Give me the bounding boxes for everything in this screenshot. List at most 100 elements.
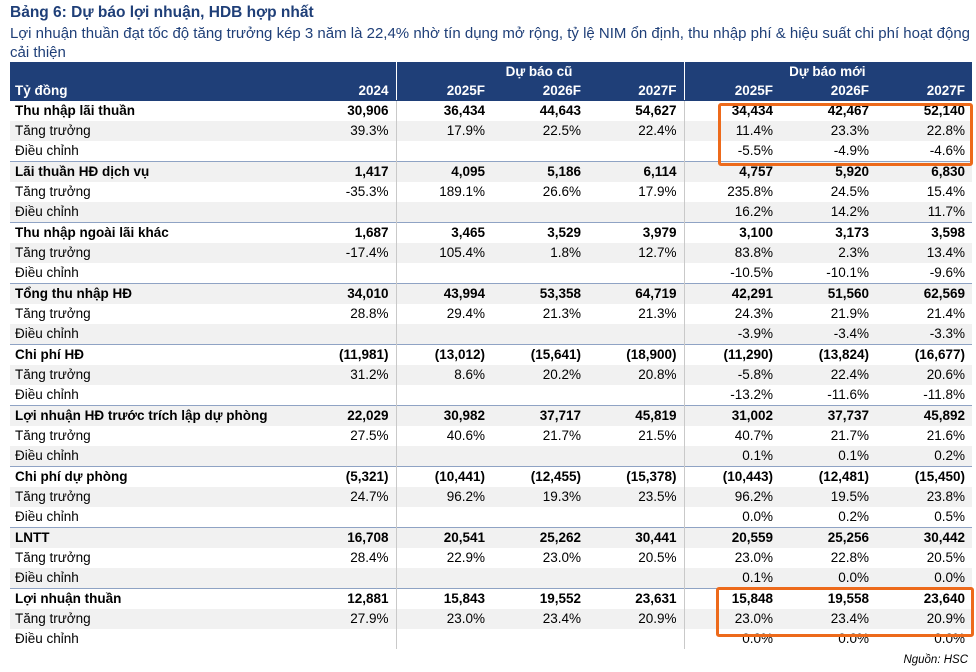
table-cell: 27.5% — [300, 426, 396, 446]
table-cell — [492, 263, 588, 284]
table-cell: (13,012) — [395, 344, 492, 365]
table-cell: 3,173 — [780, 222, 877, 243]
source-note: Nguồn: HSC — [903, 654, 968, 666]
table-cell: 21.3% — [588, 304, 685, 324]
table-cell: -3.3% — [876, 324, 973, 345]
table-cell: 39.3% — [300, 121, 396, 141]
table-cell — [492, 141, 588, 162]
table-cell — [300, 202, 396, 223]
table-cell: 34,434 — [683, 100, 781, 121]
row-label: Lợi nhuận thuần — [10, 588, 300, 609]
table-cell: 20.5% — [588, 548, 685, 568]
table-row-main: Lợi nhuận HĐ trước trích lập dự phòng 22,… — [10, 405, 973, 426]
table-row-main: Thu nhập lãi thuần 30,906 36,434 44,643 54,6… — [10, 100, 973, 121]
table-cell: 2.3% — [780, 243, 877, 263]
table-cell: (12,481) — [780, 466, 877, 487]
table-cell: 21.5% — [588, 426, 685, 446]
table-cell: 13.4% — [876, 243, 973, 263]
table-cell: 51,560 — [780, 283, 877, 304]
table-cell: (10,443) — [683, 466, 781, 487]
table-cell: -5.8% — [683, 365, 781, 385]
table-cell: 21.6% — [876, 426, 973, 446]
table-cell — [300, 568, 396, 589]
row-label: Thu nhập ngoài lãi khác — [10, 222, 300, 243]
table-cell — [300, 141, 396, 162]
table-cell: 23.0% — [683, 548, 781, 568]
table-cell: 3,465 — [395, 222, 492, 243]
table-cell: (15,641) — [492, 344, 588, 365]
table-cell: 23,631 — [588, 588, 685, 609]
header-group-new: Dự báo mới — [683, 62, 973, 82]
header-year: 2026F — [780, 82, 877, 101]
row-label: Điều chỉnh — [10, 263, 300, 284]
table-cell: 23.5% — [588, 487, 685, 507]
header-year: 2025F — [683, 82, 781, 101]
table-cell: -10.5% — [683, 263, 781, 284]
row-label: Điều chỉnh — [10, 141, 300, 162]
table-cell: 23.4% — [780, 609, 877, 629]
table-cell: 1,687 — [300, 222, 396, 243]
row-label: Tăng trưởng — [10, 609, 300, 629]
table-cell: -4.6% — [876, 141, 973, 162]
table-cell — [395, 141, 492, 162]
table-cell: 105.4% — [395, 243, 492, 263]
table-cell: 22.5% — [492, 121, 588, 141]
table-cell: 30,441 — [588, 527, 685, 548]
table-cell: 21.7% — [492, 426, 588, 446]
row-label: Tăng trưởng — [10, 548, 300, 568]
table-cell — [588, 263, 685, 284]
table-cell: 16,708 — [300, 527, 396, 548]
table-cell: (15,450) — [876, 466, 973, 487]
table-cell: 1.8% — [492, 243, 588, 263]
table-cell: 0.0% — [780, 568, 877, 589]
table-cell — [300, 385, 396, 406]
row-label: Tăng trưởng — [10, 365, 300, 385]
row-label: Điều chỉnh — [10, 202, 300, 223]
table-cell: 23.4% — [492, 609, 588, 629]
table-row-sub: Điều chỉnh 16.2% 14.2% 11.7% — [10, 202, 973, 223]
table-cell: 40.6% — [395, 426, 492, 446]
table-cell: 4,095 — [395, 161, 492, 182]
table-cell: 15,843 — [395, 588, 492, 609]
table-cell: 22.9% — [395, 548, 492, 568]
table-cell: 23,640 — [876, 588, 973, 609]
table-cell: 4,757 — [683, 161, 781, 182]
table-row-main: Tổng thu nhập HĐ 34,010 43,994 53,358 64,719… — [10, 283, 973, 304]
row-label: Tăng trưởng — [10, 426, 300, 446]
table-cell — [588, 202, 685, 223]
table-cell: 45,819 — [588, 405, 685, 426]
table-cell: 96.2% — [395, 487, 492, 507]
table-cell: -9.6% — [876, 263, 973, 284]
table-cell: 96.2% — [683, 487, 781, 507]
table-cell: 30,982 — [395, 405, 492, 426]
header-blank — [300, 62, 396, 82]
table-cell: 0.1% — [683, 568, 781, 589]
table-cell — [588, 385, 685, 406]
table-cell: 45,892 — [876, 405, 973, 426]
table-cell: 3,100 — [683, 222, 781, 243]
table-row-sub: Điều chỉnh -5.5% -4.9% -4.6% — [10, 141, 973, 162]
table-cell: 20.6% — [876, 365, 973, 385]
table-row-sub: Tăng trưởng 28.4% 22.9% 23.0% 20.5% 23.0% 22.8… — [10, 548, 973, 568]
table-cell — [395, 202, 492, 223]
row-label: Điều chỉnh — [10, 324, 300, 345]
table-row-sub: Tăng trưởng 24.7% 96.2% 19.3% 23.5% 96.2% 19.5… — [10, 487, 973, 507]
table-cell: 17.9% — [588, 182, 685, 202]
table-cell: 42,467 — [780, 100, 877, 121]
table-cell: 23.0% — [492, 548, 588, 568]
table-cell: 0.1% — [683, 446, 781, 467]
table-cell: 0.0% — [876, 629, 973, 649]
table-cell: 25,262 — [492, 527, 588, 548]
table-row-main: Lợi nhuận thuần 12,881 15,843 19,552 23,631 1… — [10, 588, 973, 609]
table-cell — [395, 568, 492, 589]
table-cell: 37,717 — [492, 405, 588, 426]
table-cell — [395, 446, 492, 467]
table-cell: 5,186 — [492, 161, 588, 182]
table-cell: 16.2% — [683, 202, 781, 223]
table-row-sub: Điều chỉnh 0.1% 0.0% 0.0% — [10, 568, 973, 589]
table-cell — [492, 324, 588, 345]
table-cell — [492, 507, 588, 528]
table-cell: (11,290) — [683, 344, 781, 365]
row-label: Điều chỉnh — [10, 507, 300, 528]
table-cell: 22,029 — [300, 405, 396, 426]
